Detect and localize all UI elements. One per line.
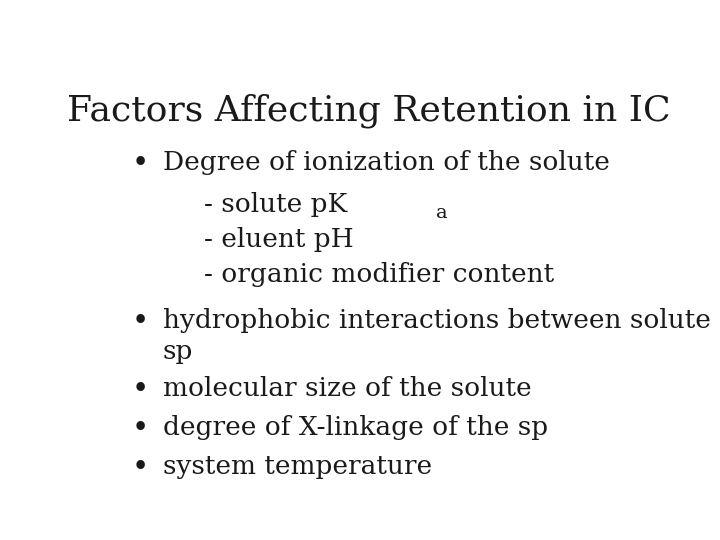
Text: •: •: [132, 308, 149, 336]
Text: hydrophobic interactions between solute and: hydrophobic interactions between solute …: [163, 308, 720, 333]
Text: •: •: [132, 415, 149, 443]
Text: •: •: [132, 150, 149, 178]
Text: system temperature: system temperature: [163, 454, 432, 478]
Text: - organic modifier content: - organic modifier content: [204, 262, 554, 287]
Text: sp: sp: [163, 339, 193, 364]
Text: •: •: [132, 376, 149, 404]
Text: - solute pK: - solute pK: [204, 192, 348, 217]
Text: Factors Affecting Retention in IC: Factors Affecting Retention in IC: [67, 94, 671, 129]
Text: molecular size of the solute: molecular size of the solute: [163, 376, 531, 401]
Text: •: •: [132, 454, 149, 482]
Text: a: a: [436, 204, 448, 222]
Text: - eluent pH: - eluent pH: [204, 227, 354, 252]
Text: Degree of ionization of the solute: Degree of ionization of the solute: [163, 150, 609, 175]
Text: degree of X-linkage of the sp: degree of X-linkage of the sp: [163, 415, 548, 440]
